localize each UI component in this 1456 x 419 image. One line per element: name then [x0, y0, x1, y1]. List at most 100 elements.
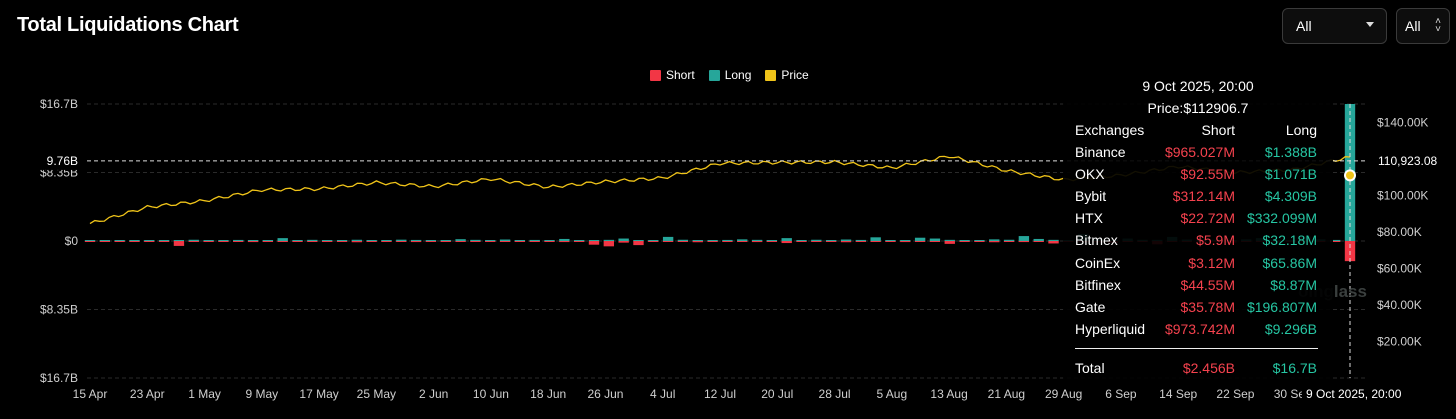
x-tick-label: 9 May: [245, 387, 278, 401]
long-bar: [855, 239, 867, 241]
short-bar: [766, 241, 778, 242]
tooltip-short: $5.9M: [1196, 232, 1235, 249]
long-bar: [633, 240, 644, 241]
long-bar: [455, 239, 466, 241]
legend-label-price: Price: [781, 68, 809, 82]
tooltip-exchange: CoinEx: [1075, 254, 1121, 271]
range-select[interactable]: All: [1282, 8, 1387, 44]
short-bar: [603, 241, 615, 247]
short-bar: [825, 241, 837, 242]
legend-swatch-long: [708, 69, 720, 81]
long-bar: [825, 240, 837, 241]
tooltip-short: $92.55M: [1180, 166, 1235, 183]
short-bar: [737, 241, 748, 242]
long-bar: [425, 240, 437, 241]
short-bar: [1033, 241, 1044, 242]
short-bar: [751, 241, 763, 243]
tooltip-long: $8.87M: [1270, 276, 1317, 293]
tooltip-total-short: $2.456B: [1182, 360, 1235, 376]
short-bar: [677, 241, 689, 242]
long-bar: [499, 239, 511, 241]
tooltip-exchange: Binance: [1075, 144, 1126, 160]
tooltip-date: 9 Oct 2025, 20:00: [1142, 78, 1254, 94]
tooltip-price: Price:$112906.7: [1147, 100, 1249, 116]
long-bar: [262, 240, 274, 241]
legend-swatch-short: [650, 69, 661, 81]
chart-legend: Short Long Price: [650, 68, 809, 82]
x-tick-label: 12 Jul: [704, 387, 736, 401]
short-bar: [633, 241, 644, 246]
tooltip-exchange: Bitmex: [1075, 232, 1118, 249]
crosshair-right-label-bg: [1372, 151, 1444, 170]
short-bar: [811, 241, 822, 242]
tooltip: 9 Oct 2025, 20:00 Price:$112906.7 Exchan…: [1063, 64, 1333, 386]
long-bar: [158, 240, 170, 241]
legend-item-short[interactable]: Short: [650, 68, 695, 82]
legend-item-price[interactable]: Price: [765, 68, 809, 82]
long-bar: [381, 240, 392, 241]
x-tick-label: 6 Sep: [1105, 387, 1137, 401]
short-bar: [559, 241, 570, 243]
tooltip-row: Binance $965.027M $1.388B: [1075, 144, 1317, 164]
x-tick-label: 1 May: [188, 387, 221, 401]
long-bar: [944, 239, 955, 241]
x-tick-label: 13 Aug: [930, 387, 967, 401]
short-bar: [870, 241, 881, 242]
x-tick-label: 22 Sep: [1216, 387, 1254, 401]
tooltip-row: CoinEx $3.12M $65.86M: [1075, 255, 1317, 275]
y-left-tick-label: $16.7B: [40, 371, 78, 385]
long-bar: [292, 240, 303, 241]
short-bar: [114, 241, 125, 242]
short-bar: [381, 241, 392, 242]
legend-item-long[interactable]: Long: [708, 68, 752, 82]
short-bar: [277, 241, 288, 242]
long-bar: [914, 237, 926, 241]
short-bar: [247, 241, 259, 243]
long-bar: [351, 239, 363, 241]
short-bar: [485, 241, 496, 242]
legend-label-long: Long: [724, 68, 752, 82]
tooltip-divider: [1075, 348, 1318, 349]
long-bar: [1033, 238, 1044, 241]
tooltip-row: OKX $92.55M $1.071B: [1075, 166, 1317, 186]
short-bar: [129, 241, 140, 242]
short-bar: [321, 241, 333, 242]
short-bar: [662, 241, 674, 242]
tooltip-total-long: $16.7B: [1272, 360, 1317, 376]
tooltip-total-row: Total $2.456B $16.7B: [1075, 360, 1317, 380]
coin-select[interactable]: All ˄ ˅: [1396, 8, 1450, 44]
x-tick-label: 17 May: [299, 387, 338, 401]
long-bar: [648, 240, 659, 241]
long-bar: [1003, 239, 1015, 241]
short-bar: [292, 241, 303, 242]
short-bar: [470, 241, 481, 242]
tooltip-header-exchange: Exchanges: [1075, 122, 1145, 138]
long-bar: [781, 238, 792, 241]
y-left-tick-label: $0: [65, 234, 79, 248]
short-bar: [307, 241, 318, 242]
tooltip-short: $22.72M: [1180, 210, 1235, 227]
tooltip-total-label: Total: [1075, 360, 1105, 376]
x-tick-label: 20 Jul: [761, 387, 793, 401]
tooltip-long: $1.388B: [1264, 144, 1317, 160]
short-bar: [158, 241, 170, 242]
short-bar: [929, 241, 941, 242]
tooltip-row: Hyperliquid $973.742M $9.296B: [1075, 321, 1317, 341]
long-bar: [336, 240, 348, 241]
x-tick-label: 28 Jul: [819, 387, 851, 401]
tooltip-long: $9.296B: [1264, 320, 1317, 337]
long-bar: [247, 240, 259, 241]
long-bar: [233, 239, 244, 241]
long-bar: [737, 239, 748, 241]
long-bar: [588, 240, 600, 241]
x-tick-label: 29 Aug: [1045, 387, 1082, 401]
long-bar: [173, 240, 185, 241]
tooltip-exchange: Gate: [1075, 298, 1106, 315]
long-bar: [218, 240, 229, 241]
short-bar: [499, 241, 511, 242]
short-bar: [989, 241, 1000, 243]
long-bar: [321, 240, 333, 241]
short-bar: [99, 241, 111, 242]
long-bar: [544, 240, 555, 241]
tooltip-row: Gate $35.78M $196.807M: [1075, 299, 1317, 319]
